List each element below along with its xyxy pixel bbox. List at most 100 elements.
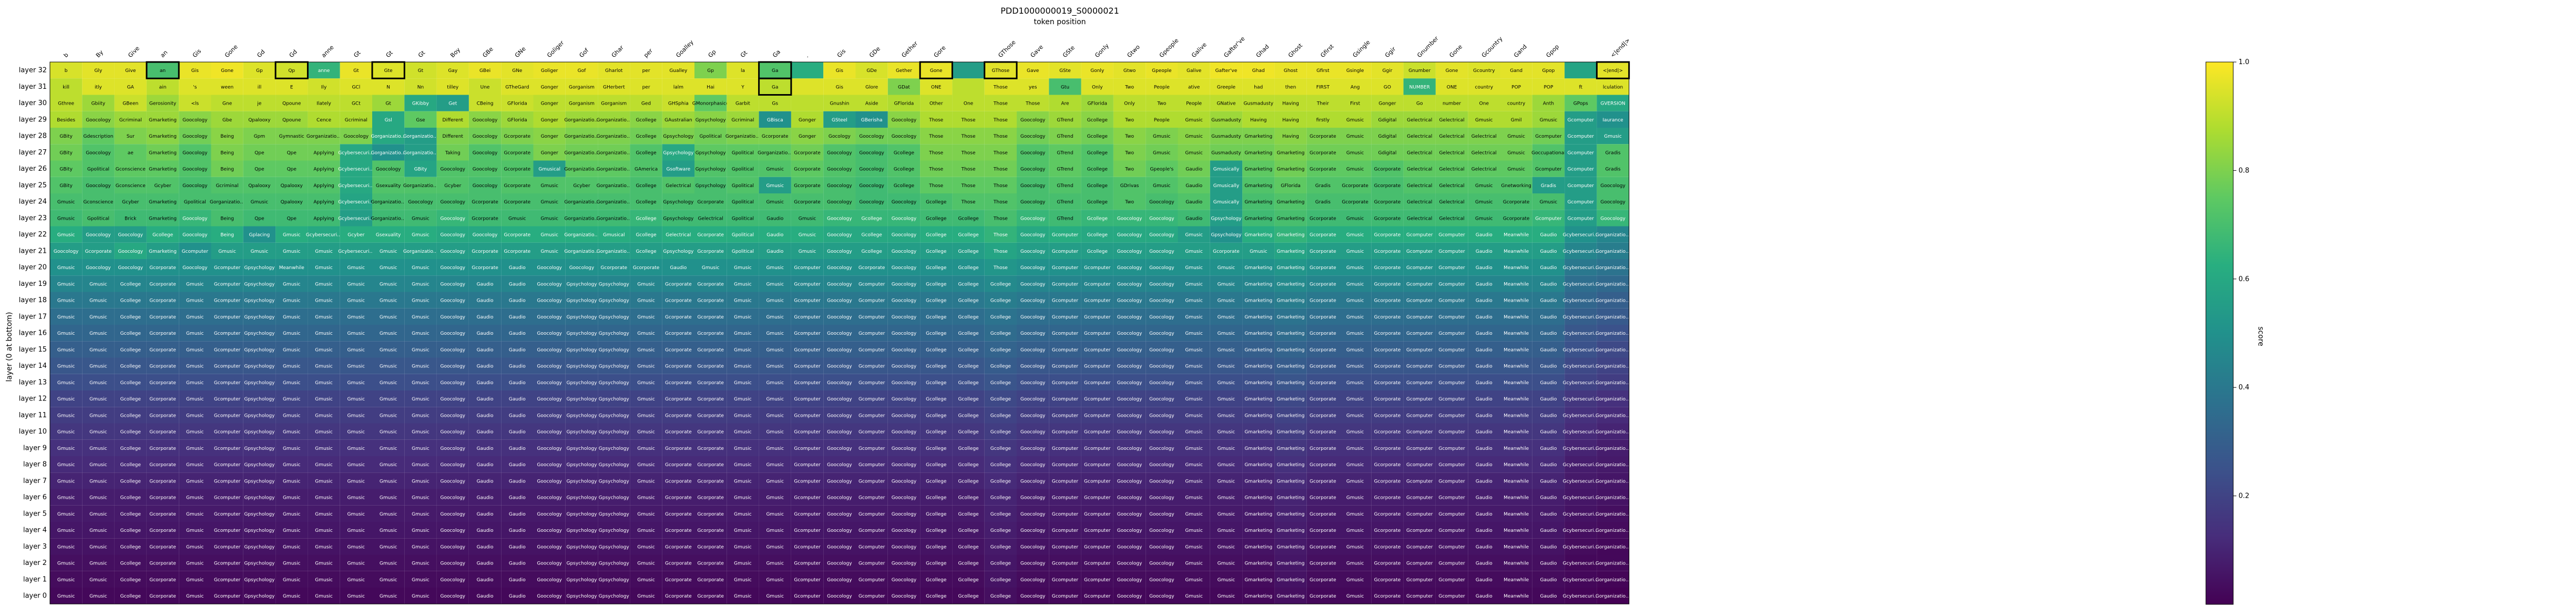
cell-label: People [1154,85,1170,90]
heatmap-cell [1274,325,1307,342]
cell-label: Gmarketing [1277,397,1305,402]
cell-label: Goocology [892,216,917,221]
cell-label: Gcollege [1087,249,1108,254]
cell-label: Gcollege [990,496,1011,501]
heatmap-cell [630,341,662,358]
heatmap-cell [1210,62,1243,79]
cell-label: Gelectrical [1407,167,1432,172]
cell-label: Gmusic [1218,578,1235,583]
cell-label: Gcorporate [1374,397,1401,402]
cell-label: Gelectrical [666,233,691,238]
cell-label: Gcomputer [1406,364,1433,369]
cell-label: Gmarketing [149,200,177,205]
cell-label: GFlorida [507,118,527,123]
cell-label: Goocology [1149,479,1174,484]
cell-label: Gmusic [315,512,333,517]
cell-label: Gmusic [186,512,204,517]
heatmap-cell [791,177,824,193]
heatmap-cell [598,62,630,79]
cell-label: Gmusic [508,216,526,221]
cell-label: Gmusic [702,265,720,271]
heatmap-cell [791,292,824,308]
cell-label: Gmusic [283,544,301,550]
heatmap-cell [920,144,953,161]
heatmap-cell [1210,226,1243,243]
cell-label: Gaudio [1476,462,1493,468]
cell-label: Meanwhile [1504,512,1529,517]
heatmap-cell [340,95,372,111]
cell-label: Gcorporate [149,561,176,567]
heatmap-cell [308,62,340,79]
heatmap-cell [598,242,630,259]
heatmap-cell [275,357,308,374]
cell-label: Goocology [1600,216,1626,221]
cell-label: Gcollege [120,315,141,320]
cell-label: GCt [352,101,361,107]
heatmap-cell [340,325,372,342]
cell-label: Gorganizatio… [1596,380,1630,386]
cell-label: Gmusic [412,364,430,369]
cell-label: Gmusic [637,315,655,320]
x-tick-label: Ggir [1384,45,1397,59]
cell-label: Gmusic [412,347,430,353]
cell-label: Gcorporate [149,265,176,271]
cell-label: Goocology [1149,299,1174,304]
heatmap-cell [1371,111,1404,128]
cell-label: Gmusic [734,479,752,484]
cell-label: Gaudio [509,282,526,287]
x-tick-label: an [159,49,169,59]
heatmap-cell [1081,95,1113,111]
cell-label: Gmusic [380,462,397,468]
cell-label: Gcollege [120,331,141,336]
cell-label: Gelectrical [1407,134,1432,139]
heatmap-cell [727,62,759,79]
heatmap-cell [1306,308,1339,325]
cell-label: Qpe [254,216,264,221]
cell-label: Gcollege [958,528,979,533]
cell-label: Goocology [441,462,466,468]
heatmap-cell [823,210,856,227]
cell-label: Gcorporate [665,578,692,583]
cell-label: Gcollege [926,364,947,369]
cell-label: Gaudio [477,446,494,451]
cell-label: Gcollege [958,380,979,386]
cell-label: Gmusic [637,446,655,451]
cell-label: Gcomputer [214,364,241,369]
heatmap-cell [1113,78,1146,95]
heatmap-cell [404,325,437,342]
cell-label: Gmusic [315,496,333,501]
cell-label: Gaudio [1185,183,1202,189]
y-tick-label: layer 30 [19,99,47,107]
cell-label: Gcorporate [697,544,724,550]
cell-label: Gcorporate [504,150,531,156]
cell-label: Gpsychology [244,413,275,418]
heatmap-cell [984,144,1017,161]
cell-label: Gcollege [926,561,947,567]
cell-label: Gmusic [89,380,107,386]
cell-label: Goocology [537,561,562,567]
cell-label: Gaudio [509,299,526,304]
heatmap-cell [501,292,534,308]
heatmap-cell [1113,259,1146,276]
cell-label: Gmarketing [1244,134,1272,139]
y-tick-label: layer 8 [23,461,47,469]
cell-label: Those [928,134,943,139]
cell-label: Gymnastic [279,134,304,139]
cell-label: Gcollege [926,430,947,435]
cell-label: Gmusic [412,544,430,550]
colorbar [2205,61,2234,605]
cell-label: Two [1125,200,1134,205]
heatmap-cell [1532,95,1565,111]
heatmap-cell [243,177,276,193]
heatmap-cell [211,374,243,390]
cell-label: Goocology [1020,299,1046,304]
heatmap-cell [436,325,469,342]
cell-label: lalm [673,85,683,90]
heatmap-cell [984,275,1017,292]
cell-label: Qpe [254,167,264,172]
cell-label: Applying [313,150,334,156]
heatmap-cell [82,374,115,390]
heatmap-cell [1435,78,1468,95]
cell-label: Goocology [827,479,852,484]
heatmap-cell [662,374,694,390]
